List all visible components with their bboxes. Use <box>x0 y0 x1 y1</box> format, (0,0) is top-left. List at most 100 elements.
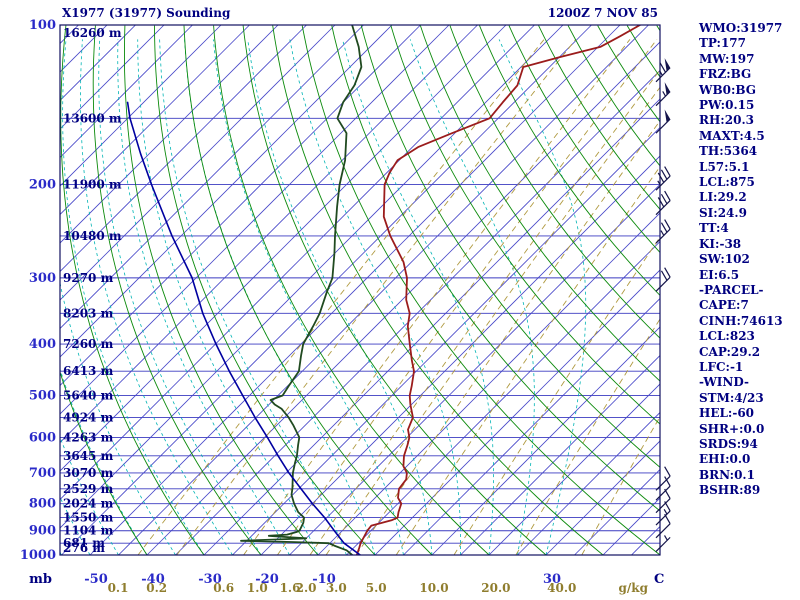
axis-label: -40 <box>141 572 165 587</box>
axis-label: 4924 m <box>63 410 114 424</box>
axis-label: 800 <box>29 497 56 512</box>
wind-barb <box>655 267 671 292</box>
axis-label: 600 <box>29 430 56 445</box>
axis-label: 3645 m <box>63 449 114 463</box>
axis-label: 11900 m <box>63 178 122 192</box>
panel-line: -WIND- <box>699 375 749 390</box>
wind-barb <box>655 166 671 191</box>
axis-label: 3.0 <box>326 581 347 595</box>
axis-label: 8203 m <box>63 306 114 320</box>
axis-label: 0.1 <box>108 581 129 595</box>
panel-line: LFC:-1 <box>699 359 744 374</box>
wind-barb <box>655 488 671 514</box>
axis-label: C <box>654 572 664 587</box>
panel-line: RH:20.3 <box>699 113 754 128</box>
axis-label: 20.0 <box>481 581 510 595</box>
panel-line: WB0:BG <box>699 82 757 97</box>
axis-label: 400 <box>29 337 56 352</box>
axis-label: 40.0 <box>547 581 576 595</box>
panel-line: L57:5.1 <box>699 159 750 174</box>
wet-bulb-trace <box>126 101 362 555</box>
dewpoint-trace <box>240 25 363 555</box>
axis-label: 2.0 <box>296 581 317 595</box>
axis-label: 2024 m <box>63 497 114 511</box>
panel-line: CAP:29.2 <box>699 344 761 359</box>
axis-label: 500 <box>29 388 56 403</box>
panel-line: EHI:0.0 <box>699 452 751 467</box>
panel-line: TT:4 <box>699 221 729 236</box>
panel-line: BSHR:89 <box>699 483 761 498</box>
axis-label: 9270 m <box>63 271 114 285</box>
axis-label: 700 <box>29 466 56 481</box>
axis-label: 10480 m <box>63 229 122 243</box>
wind-barbs <box>655 58 671 552</box>
panel-line: SW:102 <box>699 252 750 267</box>
axis-label: 5.0 <box>366 581 387 595</box>
dry-adiabat-lines <box>60 25 660 555</box>
axis-label: 100 <box>29 18 56 33</box>
axis-label: -20 <box>255 572 279 587</box>
panel-line: LCL:823 <box>699 329 755 344</box>
chart-datetime: 1200Z 7 NOV 85 <box>547 6 658 20</box>
axis-label: 1550 m <box>63 511 114 525</box>
axis-label: 1.6 <box>280 581 301 595</box>
axis-label: 276 m <box>63 541 105 555</box>
moist-adiabat-lines <box>60 39 587 555</box>
panel-line: STM:4/23 <box>699 390 764 405</box>
mixratio-axis-labels: 0.1 0.2 0.6 1.0 1.62.0 3.0 5.0 10.0 20.0 40.0 g/kg <box>108 581 649 595</box>
axis-label: 16260 m <box>63 26 122 40</box>
temperature-trace <box>355 25 641 555</box>
axis-label: 30 <box>543 572 561 587</box>
pressure-axis-labels: 100 200 300 400 500 600 700 800 900 1000 mb <box>20 18 56 587</box>
wind-barb <box>655 109 671 134</box>
plot-frame <box>59 24 661 556</box>
axis-label: 900 <box>29 524 56 539</box>
panel-line: KI:-38 <box>699 236 742 251</box>
wind-barb <box>655 58 671 83</box>
panel-line: CINH:74613 <box>699 313 783 328</box>
panel-line: BRN:0.1 <box>699 467 755 482</box>
axis-label: 10.0 <box>419 581 448 595</box>
height-labels: 16260 m 13600 m 11900 m 10480 m 9270 m 8203 m… <box>63 26 122 555</box>
panel-line: EI:6.5 <box>699 267 740 282</box>
chart-title: X1977 (31977) Sounding <box>62 6 231 20</box>
panel-line: MW:197 <box>699 51 755 66</box>
axis-label: -50 <box>84 572 108 587</box>
axis-label: 1.0 <box>247 581 268 595</box>
axis-label: 681 m <box>63 536 105 550</box>
axis-label: 13600 m <box>63 111 122 125</box>
axis-label: 4263 m <box>63 430 114 444</box>
wind-barb <box>655 513 671 539</box>
axis-label: -10 <box>312 572 336 587</box>
panel-line: SRDS:94 <box>699 436 758 451</box>
wind-barb <box>655 501 671 526</box>
panel-line: WMO:31977 <box>699 21 783 35</box>
panel-line: TH:5364 <box>699 144 758 159</box>
axis-label: 1000 <box>20 548 56 563</box>
panel-line: CAPE:7 <box>699 298 749 313</box>
axis-label: 300 <box>29 271 56 286</box>
axis-label: 5640 m <box>63 388 114 402</box>
wind-barb <box>655 476 671 501</box>
panel-line: MAXT:4.5 <box>699 128 765 143</box>
axis-label: 2529 m <box>63 482 114 496</box>
axis-label: mb <box>29 572 52 587</box>
temperature-axis-labels: -50 -40 -30 -20 -10 30 C <box>84 572 664 587</box>
isotherm-lines <box>60 25 660 555</box>
axis-label: 0.2 <box>146 581 167 595</box>
panel-line: TP:177 <box>699 36 747 51</box>
axis-label: 200 <box>29 178 56 193</box>
panel-line: -PARCEL- <box>699 282 764 297</box>
wind-barb <box>655 190 671 216</box>
panel-line: LI:29.2 <box>699 190 747 205</box>
axis-label: 3070 m <box>63 466 114 480</box>
panel-line: FRZ:BG <box>699 67 752 82</box>
wind-barb <box>655 535 671 552</box>
panel-line: LCL:875 <box>699 175 755 190</box>
panel-line: SHR+:0.0 <box>699 421 765 436</box>
wind-barb <box>655 466 671 491</box>
panel-line: PW:0.15 <box>699 98 755 113</box>
axis-label: -30 <box>198 572 222 587</box>
